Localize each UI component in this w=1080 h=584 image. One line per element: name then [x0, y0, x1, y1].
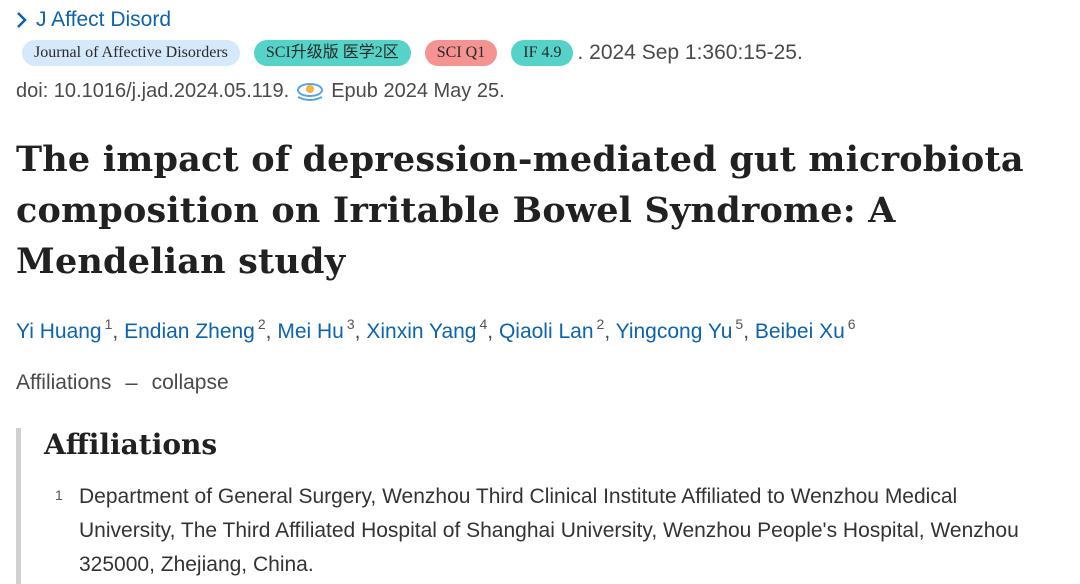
author-affiliation-ref[interactable]: 3 — [346, 316, 355, 332]
journal-abbrev[interactable]: J Affect Disord — [36, 8, 172, 31]
author-affiliation-ref[interactable]: 1 — [104, 316, 113, 332]
journal-link[interactable]: J Affect Disord — [16, 8, 171, 32]
author-link[interactable]: Beibei Xu — [754, 320, 845, 343]
author-affiliation-ref[interactable]: 4 — [479, 316, 488, 332]
author-link[interactable]: Qiaoli Lan — [498, 320, 594, 343]
author-affiliation-ref[interactable]: 2 — [257, 316, 266, 332]
badge-sci-category[interactable]: SCI升级版 医学2区 — [253, 40, 411, 66]
author-affiliation-ref[interactable]: 2 — [596, 316, 605, 332]
author-affiliation-ref[interactable]: 5 — [735, 316, 744, 332]
author-affiliation-ref[interactable]: 6 — [847, 316, 856, 332]
affiliations-heading: Affiliations — [44, 428, 218, 461]
doi-row: doi: 10.1016/j.jad.2024.05.119. Epub 202… — [16, 80, 505, 103]
badge-impact-factor[interactable]: IF 4.9 — [511, 40, 574, 66]
badge-sci-quartile[interactable]: SCI Q1 — [424, 40, 498, 66]
chevron-right-icon — [17, 12, 27, 28]
journal-badges: Journal of Affective Disorders SCI升级版 医学… — [22, 40, 803, 66]
doi-text: doi: 10.1016/j.jad.2024.05.119. — [16, 80, 290, 102]
affiliation-text: Department of General Surgery, Wenzhou T… — [79, 485, 1019, 576]
author-link[interactable]: Endian Zheng — [124, 320, 255, 343]
author-link[interactable]: Mei Hu — [277, 320, 344, 343]
citation-date: . 2024 Sep 1:360:15-25. — [577, 41, 803, 64]
collapse-label: collapse — [151, 371, 229, 394]
author-link[interactable]: Yingcong Yu — [615, 320, 733, 343]
collapse-icon: – — [125, 370, 138, 395]
affiliations-toggle[interactable]: Affiliations – collapse — [16, 370, 229, 396]
author-link[interactable]: Yi Huang — [16, 320, 102, 343]
eye-icon[interactable] — [295, 81, 325, 103]
affiliation-item: 1 Department of General Surgery, Wenzhou… — [55, 482, 1045, 582]
badge-journal-name[interactable]: Journal of Affective Disorders — [22, 40, 240, 66]
article-title: The impact of depression-mediated gut mi… — [16, 139, 1024, 282]
affiliation-number: 1 — [55, 487, 63, 503]
author-list: Yi Huang 1, Endian Zheng 2, Mei Hu 3, Xinxi… — [16, 316, 856, 343]
affiliations-toggle-label: Affiliations — [16, 371, 112, 394]
affiliations-panel: Affiliations 1 Department of General Sur… — [16, 428, 1080, 584]
author-link[interactable]: Xinxin Yang — [366, 320, 477, 343]
epub-date: Epub 2024 May 25. — [331, 80, 505, 102]
